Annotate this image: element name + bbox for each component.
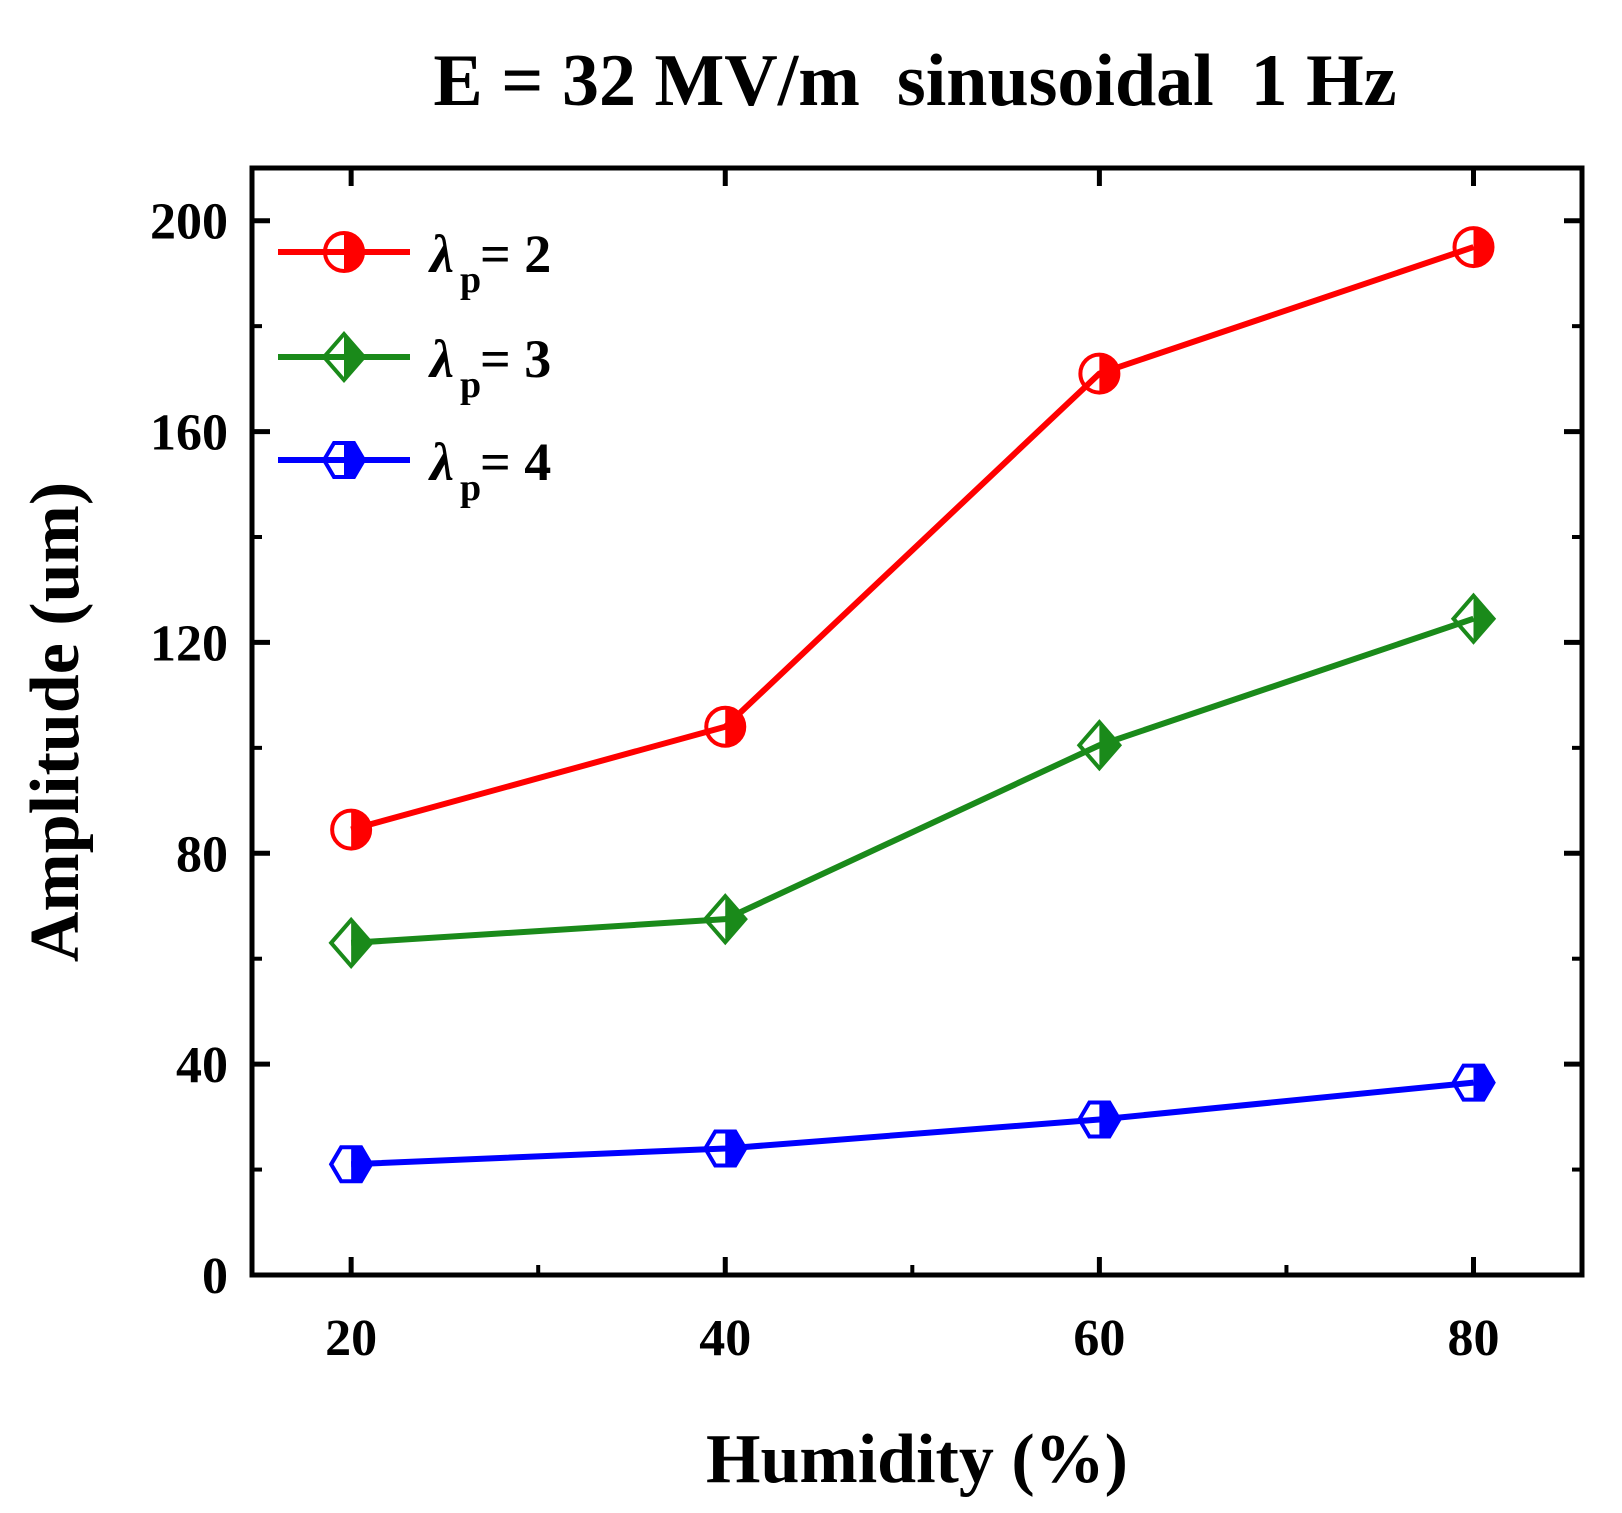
- x-tick-label: 80: [1448, 1310, 1500, 1367]
- y-tick-label: 160: [150, 405, 228, 462]
- series-line: [350, 615, 1475, 946]
- legend-marker: [321, 330, 367, 384]
- chart-title: E = 32 MV/m sinusoidal 1 Hz: [433, 40, 1396, 122]
- series-layer: [328, 226, 1497, 1184]
- legend-item: λ p= 2: [278, 224, 551, 301]
- legend-subscript: p: [460, 467, 481, 509]
- legend-marker: [321, 441, 367, 479]
- data-point: [328, 916, 374, 969]
- legend-label: = 2: [480, 224, 551, 284]
- plot-frame: [249, 165, 1585, 1278]
- y-tick-label: 120: [150, 615, 228, 672]
- y-axis-label: Amplitude (um): [17, 482, 94, 962]
- series-1: [330, 226, 1495, 851]
- legend-marker: [323, 231, 365, 273]
- legend-item: λ p= 4: [278, 432, 551, 509]
- legend-symbol: λ: [428, 224, 454, 284]
- y-tick-label: 80: [176, 826, 228, 883]
- data-point: [1452, 226, 1495, 269]
- data-point: [330, 808, 373, 851]
- x-tick-label: 60: [1073, 1310, 1125, 1367]
- axis-ticks: 20 40 60 80 0 40 80 120 160 200: [150, 168, 1582, 1367]
- legend-item: λ p= 3: [278, 329, 551, 406]
- series-2: [328, 592, 1497, 969]
- legend-label: = 3: [480, 329, 551, 389]
- data-point: [328, 1145, 374, 1184]
- data-point: [1451, 1063, 1496, 1102]
- legend: λ p= 2λ p= 3λ p= 4: [278, 224, 551, 509]
- y-tick-label: 0: [202, 1248, 228, 1305]
- series-line: [351, 1079, 1474, 1168]
- data-point: [702, 1129, 748, 1168]
- x-tick-label: 20: [325, 1310, 377, 1367]
- data-point: [1076, 719, 1123, 772]
- data-point: [704, 705, 747, 748]
- data-point: [702, 893, 748, 946]
- x-axis-label: Humidity (%): [706, 1421, 1128, 1498]
- legend-subscript: p: [460, 259, 481, 301]
- data-point: [1077, 1100, 1122, 1139]
- data-point: [1078, 352, 1121, 395]
- legend-symbol: λ: [428, 432, 454, 492]
- series-3: [328, 1063, 1496, 1184]
- legend-subscript: p: [460, 364, 481, 406]
- legend-label: = 4: [480, 432, 551, 492]
- legend-symbol: λ: [428, 329, 454, 389]
- x-tick-label: 40: [699, 1310, 751, 1367]
- data-point: [1450, 592, 1497, 645]
- y-tick-label: 200: [150, 194, 228, 251]
- y-tick-label: 40: [176, 1037, 228, 1094]
- series-line: [350, 244, 1475, 833]
